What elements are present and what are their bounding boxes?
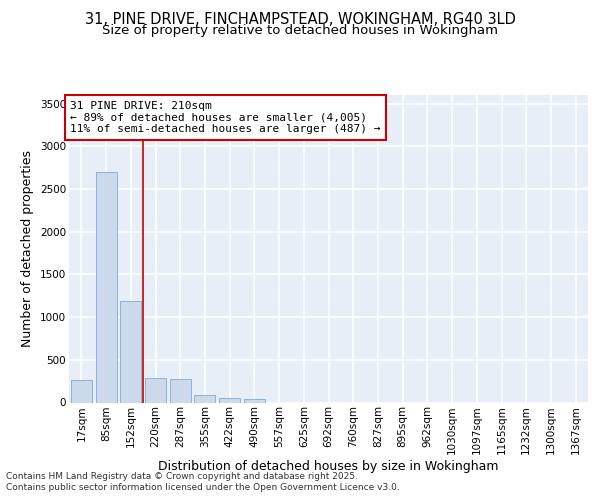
Bar: [194, 395, 215, 402]
Text: Contains public sector information licensed under the Open Government Licence v3: Contains public sector information licen…: [6, 484, 400, 492]
Text: Size of property relative to detached houses in Wokingham: Size of property relative to detached ho…: [102, 24, 498, 37]
Bar: [244, 399, 265, 402]
Text: 31 PINE DRIVE: 210sqm
← 89% of detached houses are smaller (4,005)
11% of semi-d: 31 PINE DRIVE: 210sqm ← 89% of detached …: [70, 101, 381, 134]
Bar: [71, 380, 92, 402]
Text: 31, PINE DRIVE, FINCHAMPSTEAD, WOKINGHAM, RG40 3LD: 31, PINE DRIVE, FINCHAMPSTEAD, WOKINGHAM…: [85, 12, 515, 28]
Bar: [120, 301, 141, 402]
Y-axis label: Number of detached properties: Number of detached properties: [22, 150, 34, 347]
Text: Contains HM Land Registry data © Crown copyright and database right 2025.: Contains HM Land Registry data © Crown c…: [6, 472, 358, 481]
Bar: [170, 379, 191, 402]
Bar: [145, 378, 166, 402]
Bar: [95, 172, 116, 402]
Bar: [219, 398, 240, 402]
X-axis label: Distribution of detached houses by size in Wokingham: Distribution of detached houses by size …: [158, 460, 499, 472]
